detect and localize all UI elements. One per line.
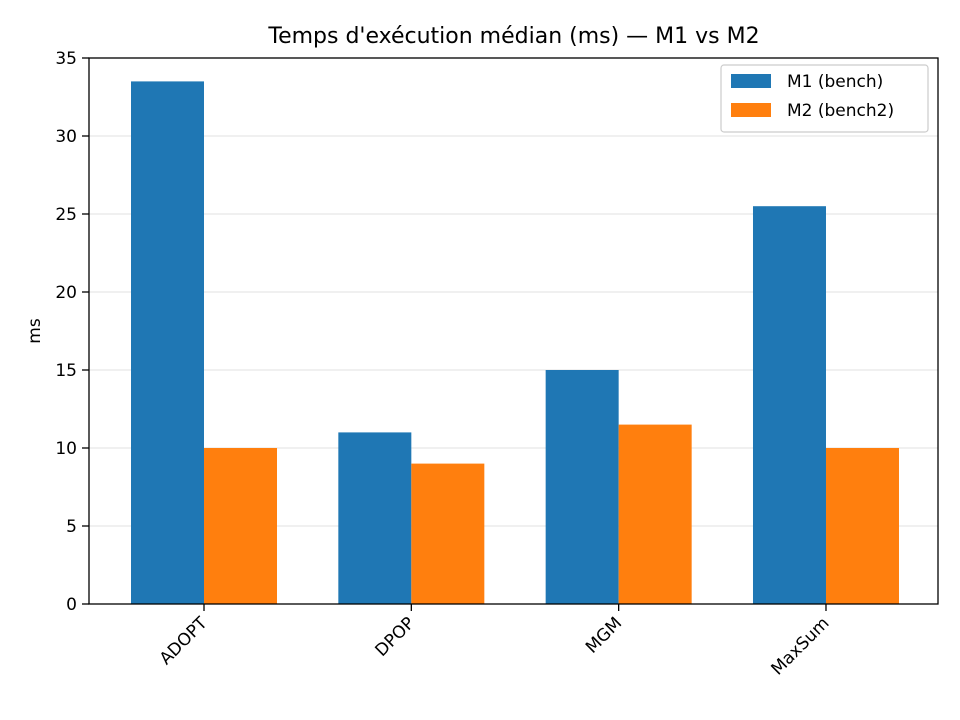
chart-title: Temps d'exécution médian (ms) — M1 vs M2: [267, 24, 759, 49]
bar-adopt-series-1: [131, 81, 204, 604]
y-axis: 0 5 10 15 20 25 30 35: [55, 49, 89, 615]
x-tick-label: MGM: [582, 613, 626, 657]
y-tick-label: 30: [55, 127, 77, 147]
bar-maxsum-series-2: [825, 448, 899, 604]
bar-dpop-series-2: [411, 463, 485, 604]
y-tick-label: 10: [55, 439, 77, 459]
y-tick-label: 0: [66, 595, 77, 615]
y-tick-label: 15: [55, 361, 77, 381]
bars: [131, 81, 899, 604]
y-tick-label: 5: [66, 517, 77, 537]
bar-mgm-series-1: [545, 370, 619, 604]
bar-maxsum-series-1: [752, 206, 826, 604]
legend-swatch: [731, 103, 771, 117]
bar-adopt-series-2: [204, 448, 277, 604]
legend-swatch: [731, 74, 771, 88]
legend: M1 (bench) M2 (bench2): [720, 64, 929, 133]
x-tick-label: DPOP: [372, 613, 419, 660]
y-tick-label: 20: [55, 283, 77, 303]
y-tick-label: 25: [55, 205, 77, 225]
bar-mgm-series-2: [618, 424, 692, 604]
x-tick-label: ADOPT: [156, 613, 212, 669]
legend-label: M2 (bench2): [787, 101, 894, 121]
legend-box: [720, 64, 929, 133]
y-tick-label: 35: [55, 49, 77, 69]
plot-area-frame: [88, 57, 939, 605]
x-tick-label: MaxSum: [768, 613, 834, 679]
legend-label: M1 (bench): [787, 72, 883, 92]
y-axis-label: ms: [25, 318, 45, 344]
bar-dpop-series-1: [338, 432, 412, 604]
x-axis: ADOPT DPOP MGM MaxSum: [156, 604, 834, 679]
